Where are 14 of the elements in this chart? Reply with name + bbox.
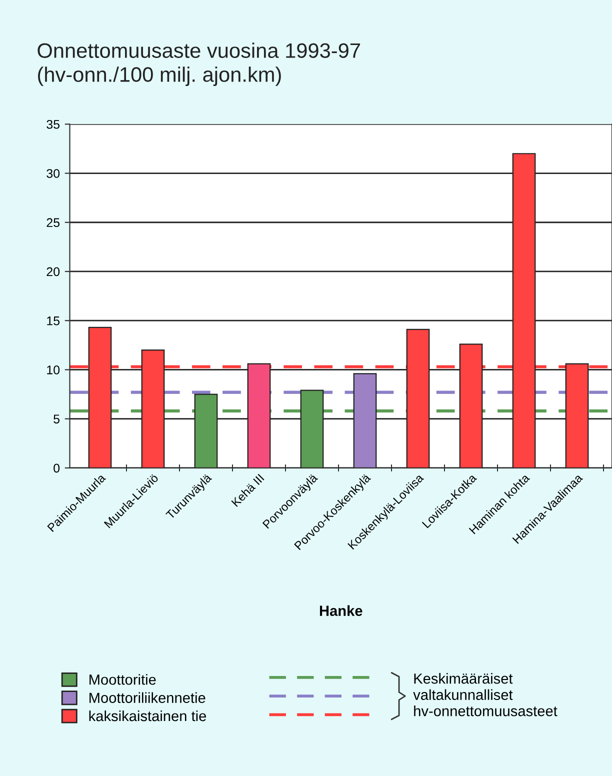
y-tick-label: 25	[46, 218, 60, 228]
y-tick-label: 10	[47, 366, 60, 374]
chart-title: Onnettomuusaste vuosina 1993-97 (hv-onn./100 milj. ajon.km)	[38, 42, 360, 86]
y-tick-label: 5	[54, 414, 60, 424]
y-tick-label: 15	[47, 316, 60, 326]
x-axis-title: Hanke	[320, 605, 362, 616]
legend-label: Moottoritie	[90, 674, 156, 685]
y-tick-label: 30	[46, 169, 60, 178]
legend-label: Moottoriliikennetie	[90, 692, 206, 703]
y-tick-label: 35	[46, 120, 60, 129]
y-tick-label: 0	[54, 464, 60, 473]
y-tick-label: 20	[46, 267, 60, 276]
text: Keskimääräiset valtakunnalliset hv-onnettomuusasteet	[413, 673, 558, 716]
legend-label: kaksikaistainen tie	[89, 710, 206, 722]
